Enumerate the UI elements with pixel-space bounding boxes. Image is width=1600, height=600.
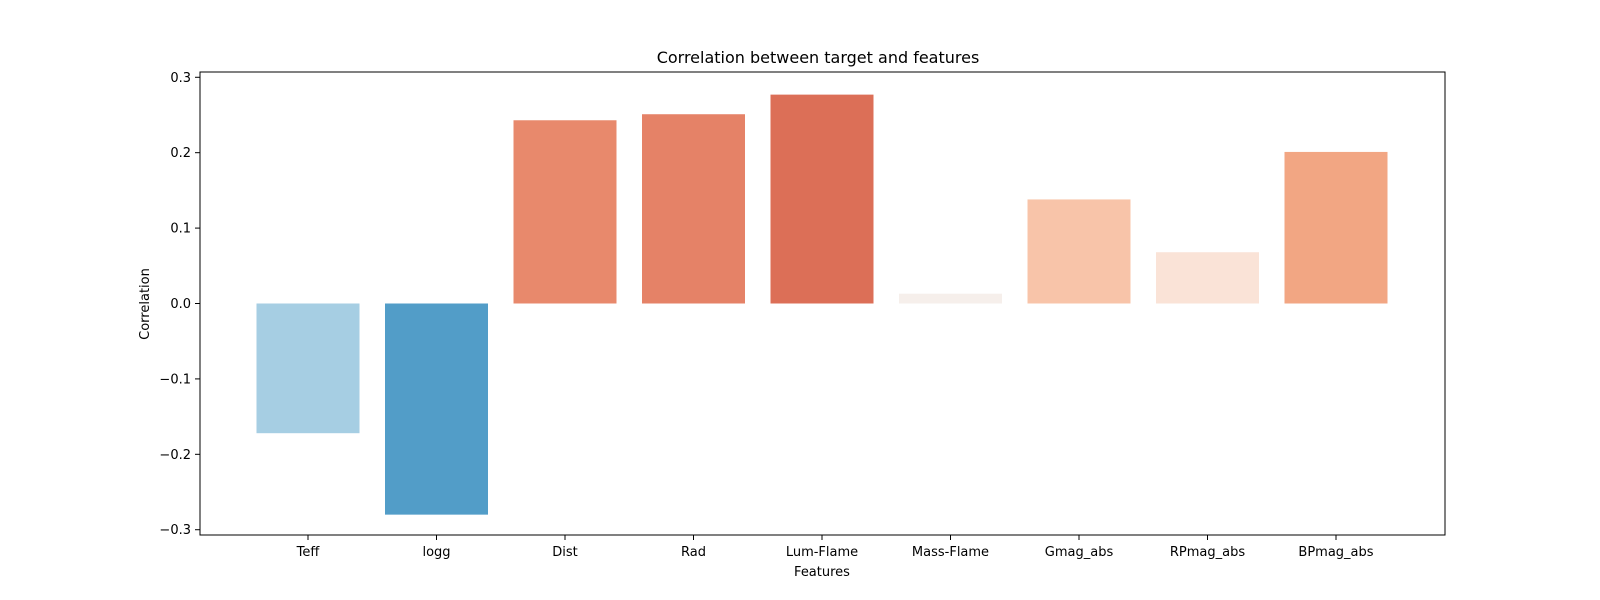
x-axis-title: Features [794, 565, 850, 580]
x-tick-label: Mass-Flame [912, 545, 989, 560]
bar-group [256, 94, 1388, 515]
y-tick-label: −0.3 [159, 523, 191, 538]
y-tick-label: 0.1 [170, 222, 191, 237]
bar-rad [642, 114, 745, 304]
x-tick-label: BPmag_abs [1298, 545, 1373, 560]
bar-teff [256, 303, 360, 434]
bar-gmag-abs [1027, 199, 1131, 304]
x-tick-label: RPmag_abs [1170, 545, 1245, 560]
bar-bpmag-abs [1284, 151, 1388, 304]
y-axis: −0.3 −0.2 −0.1 0.0 0.1 0.2 0.3 [159, 71, 200, 538]
bar-lum-flame [770, 94, 874, 304]
x-tick-label: Gmag_abs [1045, 545, 1114, 560]
x-axis: Teff logg Dist Rad Lum-Flame Mass-Flame Gmag_a… [296, 535, 1374, 560]
y-axis-title: Correlation [138, 268, 153, 340]
x-tick-label: Dist [552, 545, 578, 560]
x-tick-label: Rad [681, 545, 706, 560]
bar-logg [385, 303, 488, 515]
chart-title: Correlation between target and features [657, 48, 980, 67]
y-tick-label: 0.2 [170, 146, 191, 161]
x-tick-label: Teff [296, 545, 321, 560]
x-tick-label: Lum-Flame [786, 545, 858, 560]
y-tick-label: −0.1 [159, 372, 191, 387]
y-tick-label: 0.0 [170, 297, 191, 312]
bar-dist [513, 120, 617, 304]
y-tick-label: 0.3 [170, 71, 191, 86]
bar-rpmag-abs [1156, 252, 1259, 304]
y-tick-label: −0.2 [159, 448, 191, 463]
x-tick-label: logg [422, 545, 450, 560]
bar-mass-flame [899, 293, 1002, 304]
